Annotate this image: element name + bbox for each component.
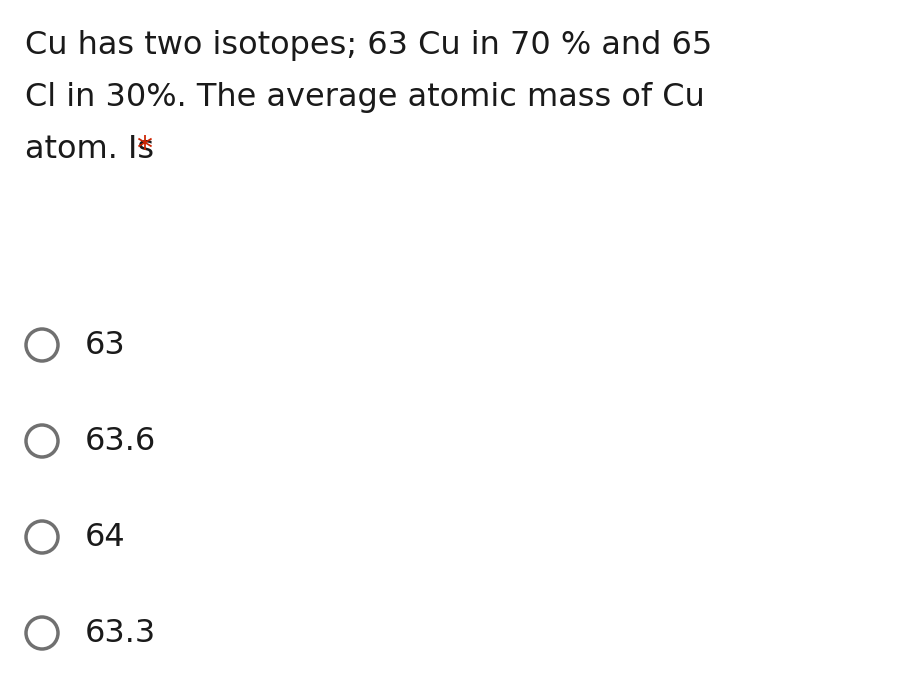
Text: *: * xyxy=(136,134,152,165)
Text: atom. Is: atom. Is xyxy=(25,134,165,165)
Text: Cl in 30%. The average atomic mass of Cu: Cl in 30%. The average atomic mass of Cu xyxy=(25,82,704,113)
Text: Cu has two isotopes; 63 Cu in 70 % and 65: Cu has two isotopes; 63 Cu in 70 % and 6… xyxy=(25,30,711,61)
Text: 64: 64 xyxy=(85,522,126,553)
Text: 63: 63 xyxy=(85,329,126,360)
Text: 63.6: 63.6 xyxy=(85,426,156,457)
Text: 63.3: 63.3 xyxy=(85,617,156,648)
